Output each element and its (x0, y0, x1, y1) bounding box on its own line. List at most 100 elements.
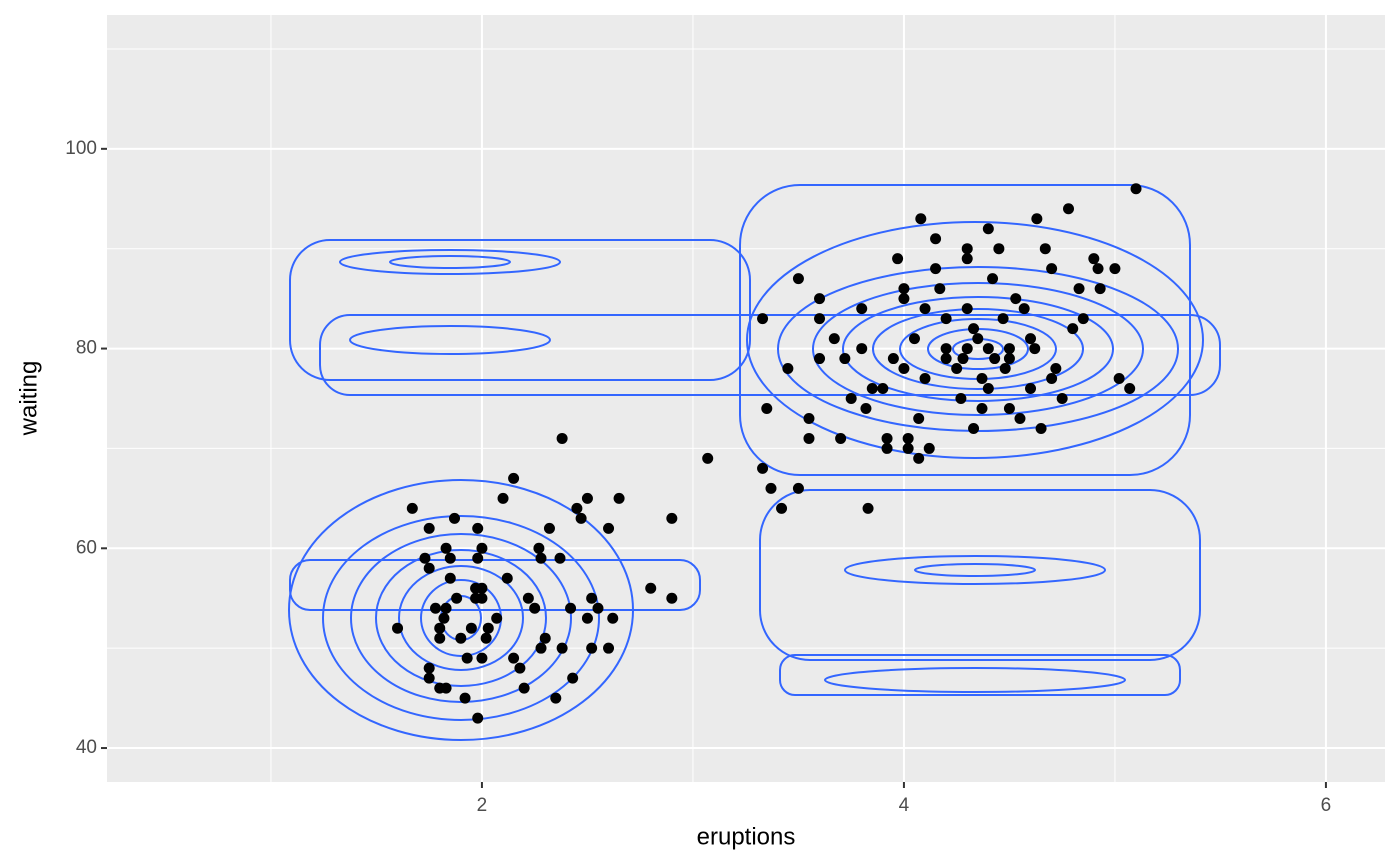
point (1050, 363, 1062, 375)
point (898, 293, 910, 305)
x-tick-label: 2 (477, 795, 488, 816)
point (423, 562, 435, 574)
point (571, 502, 583, 514)
point (392, 622, 404, 634)
point (792, 273, 804, 285)
point (839, 353, 851, 365)
point (1056, 393, 1068, 404)
point (444, 552, 456, 564)
point (575, 512, 587, 524)
point (940, 343, 952, 355)
point (434, 622, 446, 634)
point (455, 632, 467, 644)
x-tick-label: 4 (899, 795, 910, 816)
point (1025, 383, 1037, 395)
point (645, 582, 657, 594)
panel (107, 15, 1385, 782)
point (1067, 323, 1079, 335)
x-axis-title: eruptions (697, 823, 796, 850)
point (908, 333, 920, 345)
point (757, 462, 769, 474)
point (501, 572, 513, 584)
point (449, 512, 461, 524)
point (613, 492, 625, 504)
point (581, 492, 593, 504)
point (881, 442, 893, 454)
point (514, 662, 526, 674)
point (556, 432, 568, 444)
point (757, 313, 769, 325)
y-tick-label: 60 (76, 537, 97, 558)
point (1039, 243, 1051, 255)
point (1130, 183, 1142, 195)
point (1046, 373, 1058, 385)
point (592, 602, 604, 614)
density-contours (288, 184, 1221, 741)
point (877, 383, 889, 395)
point (535, 552, 547, 564)
point (666, 592, 678, 604)
point (976, 402, 988, 414)
point (923, 442, 935, 454)
point (1003, 402, 1015, 414)
point (972, 333, 984, 345)
point (1124, 383, 1136, 395)
point (476, 592, 488, 604)
point (423, 662, 435, 674)
point (792, 482, 804, 494)
y-axis-title: waiting (15, 361, 42, 437)
point (913, 412, 925, 424)
point (1031, 213, 1043, 225)
point (951, 363, 963, 375)
point (913, 452, 925, 464)
point (476, 542, 488, 554)
point (866, 383, 878, 395)
point (581, 612, 593, 624)
point (987, 273, 999, 285)
point (961, 253, 973, 265)
point (765, 482, 777, 494)
point (982, 343, 994, 355)
point (814, 313, 826, 325)
point (440, 602, 452, 614)
point (419, 552, 431, 564)
point (1003, 353, 1015, 365)
point (1088, 253, 1100, 265)
point (1025, 333, 1037, 345)
point (607, 612, 619, 624)
x-tick-label: 6 (1321, 795, 1332, 816)
point (898, 283, 910, 295)
point (814, 293, 826, 305)
point (1077, 313, 1089, 325)
point (1113, 373, 1125, 385)
point (898, 363, 910, 375)
point (961, 243, 973, 255)
point (1010, 293, 1022, 305)
grid (107, 15, 1385, 782)
point (444, 572, 456, 584)
point (982, 383, 994, 395)
point (803, 432, 815, 444)
point (803, 412, 815, 424)
point (529, 602, 541, 614)
point (1014, 412, 1026, 424)
point (461, 652, 473, 664)
point (451, 592, 463, 604)
point (476, 652, 488, 664)
point (934, 283, 946, 295)
point (1063, 203, 1075, 215)
point (522, 592, 534, 604)
point (666, 512, 678, 524)
point (539, 632, 551, 644)
points (392, 183, 1142, 724)
point (845, 393, 857, 404)
point (989, 353, 1001, 365)
point (930, 263, 942, 275)
point (856, 303, 868, 315)
point (472, 522, 484, 534)
point (1109, 263, 1121, 275)
point (440, 682, 452, 694)
point (1092, 263, 1104, 275)
point (940, 353, 952, 365)
